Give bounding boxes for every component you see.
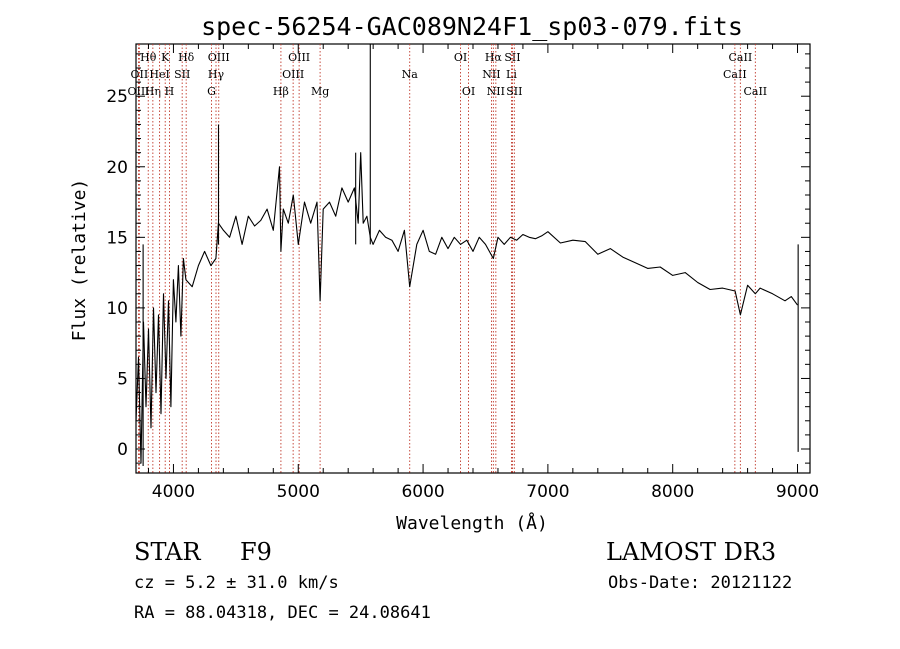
plot-frame bbox=[135, 43, 811, 474]
line-marker-label: OIII bbox=[288, 51, 310, 64]
series-group bbox=[135, 44, 799, 466]
line-marker-label: Hη bbox=[145, 85, 161, 98]
x-axis-label: Wavelength (Å) bbox=[396, 512, 548, 534]
line-marker-label: Hγ bbox=[208, 68, 225, 81]
line-marker-label: Hβ bbox=[273, 85, 289, 98]
x-tick-label: 6000 bbox=[401, 482, 444, 502]
spectrum-line bbox=[135, 152, 798, 464]
line-marker-label: SII bbox=[506, 85, 522, 98]
line-marker-label: OIII bbox=[127, 85, 149, 98]
line-marker-label: Hθ bbox=[140, 51, 157, 64]
coordinates: RA = 88.04318, DEC = 24.08641 bbox=[134, 603, 431, 623]
chart-title: spec-56254-GAC089N24F1_sp03-079.fits bbox=[201, 12, 743, 41]
line-marker-label: K bbox=[161, 51, 170, 64]
line-marker-label: Na bbox=[402, 68, 419, 81]
line-marker-label: CaII bbox=[723, 68, 747, 81]
x-tick-label: 9000 bbox=[776, 482, 819, 502]
line-marker-label: HeI bbox=[149, 68, 169, 81]
x-tick-label: 4000 bbox=[152, 482, 195, 502]
object-type: STAR bbox=[134, 538, 201, 566]
line-marker-label: H bbox=[165, 85, 175, 98]
x-tick-label: 8000 bbox=[651, 482, 694, 502]
line-marker-label: Hα bbox=[485, 51, 503, 64]
line-marker-label: NII bbox=[482, 68, 500, 81]
obs-date: Obs-Date: 20121122 bbox=[608, 573, 793, 593]
line-marker-label: NII bbox=[487, 85, 505, 98]
y-tick-label: 0 bbox=[117, 440, 128, 460]
y-tick-label: 5 bbox=[117, 369, 128, 389]
y-tick-label: 10 bbox=[106, 299, 128, 319]
y-axis-label: Flux (relative) bbox=[69, 179, 90, 342]
object-class: F9 bbox=[240, 538, 272, 566]
line-marker-label: Mg bbox=[311, 85, 329, 98]
axis-ticks: 4000 5000 6000 7000 8000 9000 0 5 10 15 20 25 bbox=[106, 44, 819, 502]
line-marker-label: CaII bbox=[743, 85, 767, 98]
survey-label: LAMOST DR3 bbox=[606, 538, 777, 566]
x-tick-label: 5000 bbox=[277, 482, 320, 502]
line-marker-label: Li bbox=[506, 68, 517, 81]
y-tick-label: 20 bbox=[106, 158, 128, 178]
line-marker-label: SII bbox=[504, 51, 520, 64]
line-marker-label: OIII bbox=[282, 68, 304, 81]
line-markers: HθOIIOIIIHηHeIKHSIIHδGHγOIIIHβOIIIOIIIMg… bbox=[127, 44, 767, 473]
line-marker-label: G bbox=[207, 85, 216, 98]
y-tick-label: 15 bbox=[106, 228, 128, 248]
x-tick-label: 7000 bbox=[526, 482, 569, 502]
line-marker-label: SII bbox=[174, 68, 190, 81]
line-marker-label: OIII bbox=[208, 51, 230, 64]
line-marker-label: Hδ bbox=[178, 51, 195, 64]
redshift-value: cz = 5.2 ± 31.0 km/s bbox=[134, 573, 339, 593]
line-marker-label: OII bbox=[131, 68, 149, 81]
line-marker-label: CaII bbox=[729, 51, 753, 64]
line-marker-label: OI bbox=[454, 51, 467, 64]
y-tick-label: 25 bbox=[106, 87, 128, 107]
line-marker-label: OI bbox=[462, 85, 475, 98]
